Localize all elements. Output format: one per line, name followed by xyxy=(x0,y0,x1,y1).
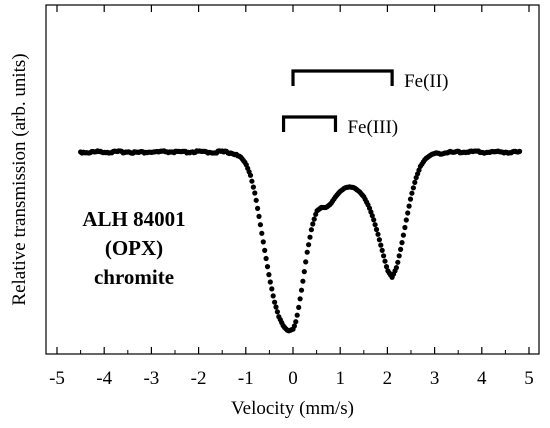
x-tick-label: 2 xyxy=(383,368,393,389)
x-tick-label: 0 xyxy=(288,368,298,389)
data-point xyxy=(369,213,375,219)
data-point xyxy=(270,293,276,299)
data-point xyxy=(301,269,307,275)
component-label: Fe(II) xyxy=(404,71,448,92)
x-tick-label: -2 xyxy=(191,368,207,389)
x-axis-tick-labels: -5 -4 -3 -2 -1 0 1 2 3 4 5 xyxy=(49,368,534,389)
data-point xyxy=(402,224,408,231)
data-points xyxy=(78,148,523,334)
data-point xyxy=(264,264,271,270)
data-point xyxy=(262,247,268,253)
data-point xyxy=(300,278,306,284)
y-axis-title: Relative transmission (arb. units) xyxy=(9,53,30,305)
data-point xyxy=(371,217,377,223)
data-point xyxy=(303,259,309,265)
data-point xyxy=(250,184,256,190)
x-tick-label: -4 xyxy=(96,368,112,389)
data-point xyxy=(296,304,302,310)
data-point xyxy=(395,259,401,265)
data-point xyxy=(253,197,259,203)
data-point xyxy=(517,148,523,154)
data-point xyxy=(259,230,265,236)
data-point xyxy=(381,253,387,259)
data-point xyxy=(255,205,261,211)
x-tick-label: -3 xyxy=(143,368,159,389)
x-tick-label: 4 xyxy=(477,368,487,389)
data-point xyxy=(372,222,378,228)
data-point xyxy=(378,242,384,248)
data-point xyxy=(256,213,262,219)
data-point xyxy=(405,210,411,216)
data-point xyxy=(396,253,402,259)
data-point xyxy=(260,239,266,245)
x-axis-title: Velocity (mm/s) xyxy=(231,398,354,419)
x-axis-ticks xyxy=(56,5,530,354)
sample-label-line-3: chromite xyxy=(94,265,174,289)
component-bracket xyxy=(291,69,394,86)
data-point xyxy=(274,309,280,315)
data-point xyxy=(266,272,272,278)
component-bracket xyxy=(281,115,338,132)
data-point xyxy=(398,246,404,252)
x-tick-label: -5 xyxy=(49,368,65,389)
data-point xyxy=(375,231,381,237)
data-point xyxy=(409,190,415,196)
data-point xyxy=(273,304,279,310)
data-point xyxy=(293,319,299,325)
sample-label-line-2: (OPX) xyxy=(105,236,163,260)
data-point xyxy=(310,221,316,227)
data-point xyxy=(400,232,406,238)
data-point xyxy=(291,323,297,329)
data-point xyxy=(269,286,275,292)
data-point xyxy=(297,296,303,302)
data-point xyxy=(412,179,418,185)
data-point xyxy=(410,185,416,191)
x-tick-label: 5 xyxy=(524,368,534,389)
data-point xyxy=(308,227,314,233)
x-tick-label: -1 xyxy=(238,368,254,389)
data-point xyxy=(406,203,412,209)
data-point xyxy=(257,222,263,228)
data-point xyxy=(304,249,310,255)
data-point xyxy=(311,216,317,222)
data-point xyxy=(376,237,382,243)
data-point xyxy=(263,255,269,262)
x-tick-label: 1 xyxy=(335,368,345,389)
data-point xyxy=(247,172,254,178)
data-point xyxy=(399,240,405,246)
data-point xyxy=(407,196,414,202)
data-point xyxy=(272,299,278,305)
sample-label-line-1: ALH 84001 xyxy=(82,207,185,231)
data-point xyxy=(267,279,273,285)
data-point xyxy=(373,226,380,233)
data-point xyxy=(382,258,388,264)
data-point xyxy=(294,312,300,318)
data-point xyxy=(403,217,409,223)
data-point xyxy=(249,178,255,184)
data-point xyxy=(252,190,258,196)
data-point xyxy=(383,264,390,270)
data-point xyxy=(379,247,385,253)
data-point xyxy=(298,287,305,293)
component-brackets: Fe(II) Fe(III) xyxy=(281,69,448,138)
x-tick-label: 3 xyxy=(430,368,440,389)
data-point xyxy=(307,234,313,240)
data-point xyxy=(393,265,399,271)
component-label: Fe(III) xyxy=(347,117,398,138)
data-point xyxy=(306,242,312,248)
